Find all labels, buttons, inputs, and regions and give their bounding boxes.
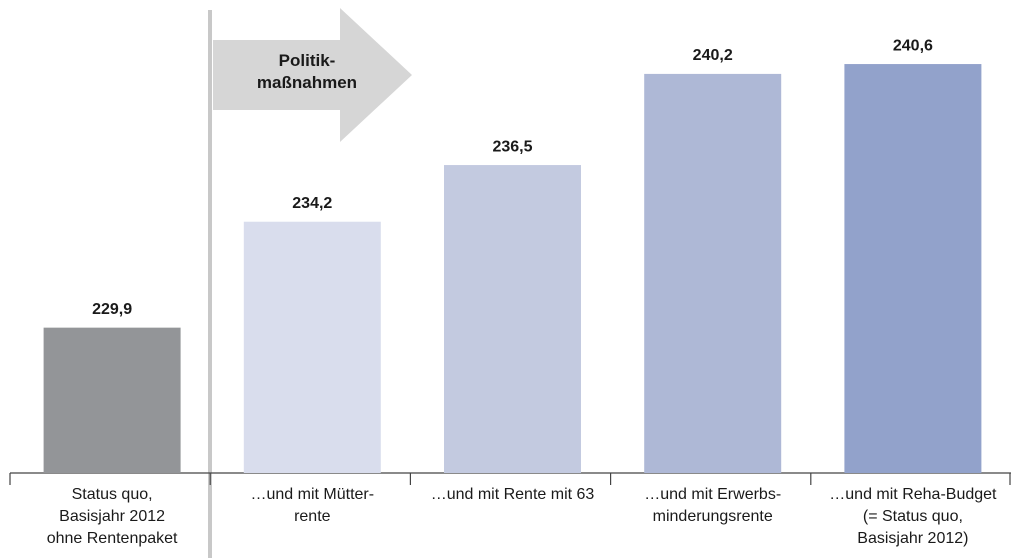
bar bbox=[43, 327, 181, 473]
x-tick-label: Status quo, Basisjahr 2012 ohne Rentenpa… bbox=[46, 486, 178, 547]
value-label: 229,9 bbox=[92, 301, 132, 318]
x-tick-label: …und mit Rente mit 63 bbox=[430, 486, 595, 503]
value-label: 240,2 bbox=[693, 47, 733, 64]
bar bbox=[444, 165, 581, 473]
annotation: Politik- maßnahmen bbox=[256, 51, 358, 92]
policy-arrow bbox=[213, 8, 412, 142]
value-label: 236,5 bbox=[492, 138, 532, 155]
x-tick-label: …und mit Mütter- rente bbox=[250, 486, 375, 525]
bar bbox=[644, 73, 782, 473]
bar bbox=[844, 64, 982, 473]
bar bbox=[243, 221, 381, 473]
value-label: 234,2 bbox=[292, 195, 332, 212]
x-tick-label: …und mit Erwerbs- minderungsrente bbox=[644, 486, 782, 525]
x-tick-label: …und mit Reha-Budget (= Status quo, Basi… bbox=[829, 486, 997, 547]
value-label: 240,6 bbox=[893, 37, 933, 54]
